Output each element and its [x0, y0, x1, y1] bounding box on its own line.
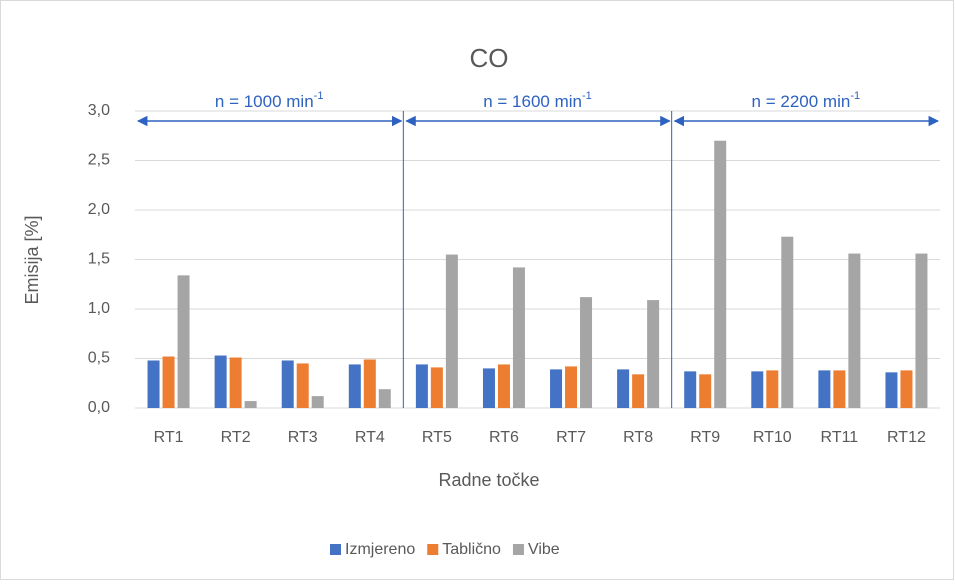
x-tick-label: RT4 [355, 429, 385, 446]
bar [296, 363, 309, 408]
legend-swatch [512, 544, 524, 555]
y-tick-label: 2,5 [88, 152, 110, 169]
range-label: n = 2200 min-1 [752, 90, 861, 112]
bar [348, 364, 361, 408]
bar [445, 254, 458, 408]
bar [781, 236, 794, 408]
bar [565, 366, 578, 408]
chart-title: CO [470, 43, 509, 73]
x-tick-label: RT12 [887, 429, 926, 446]
y-tick-label: 3,0 [88, 102, 110, 119]
bar [497, 364, 510, 408]
bar [714, 140, 727, 408]
y-axis-label: Emisija [%] [22, 215, 42, 304]
bar [632, 374, 645, 408]
bar [848, 253, 861, 408]
bar [378, 389, 391, 408]
bar [177, 275, 190, 408]
y-tick-label: 0,0 [88, 399, 110, 416]
bar [430, 367, 443, 408]
range-label: n = 1600 min-1 [483, 90, 592, 112]
bar [751, 371, 764, 408]
bar [363, 359, 376, 408]
y-tick-label: 0,5 [88, 350, 110, 367]
range-label-sup: -1 [582, 90, 592, 102]
x-axis-label: Radne točke [438, 470, 539, 490]
bar [550, 369, 563, 408]
bar [162, 356, 175, 408]
x-tick-label: RT11 [821, 429, 859, 446]
x-tick-label: RT2 [221, 429, 251, 446]
bar [580, 297, 593, 408]
bar [147, 360, 160, 408]
bar [900, 370, 913, 408]
bar [766, 370, 779, 408]
bar [617, 369, 630, 408]
y-tick-label: 1,0 [88, 300, 110, 317]
x-tick-label: RT1 [154, 429, 184, 446]
bar [311, 396, 324, 408]
legend-label: Vibe [528, 541, 560, 558]
x-tick-label: RT3 [288, 429, 318, 446]
bar [415, 364, 428, 408]
bar [512, 267, 525, 408]
bar [818, 370, 831, 408]
range-label-text: n = 2200 min [752, 92, 851, 111]
range-label-sup: -1 [314, 90, 324, 102]
bar [684, 371, 697, 408]
range-label-sup: -1 [850, 90, 860, 102]
bar [482, 368, 495, 408]
x-tick-label: RT7 [556, 429, 586, 446]
range-label-text: n = 1600 min [483, 92, 582, 111]
bar [229, 357, 242, 408]
bar [647, 300, 660, 408]
bar [699, 374, 712, 408]
bar [885, 372, 898, 408]
bar [214, 355, 227, 408]
range-label: n = 1000 min-1 [215, 90, 324, 112]
range-label-text: n = 1000 min [215, 92, 314, 111]
legend-label: Tablično [442, 541, 501, 558]
legend-swatch [330, 544, 341, 555]
y-tick-label: 1,5 [88, 251, 110, 268]
x-tick-label: RT8 [623, 429, 653, 446]
legend-swatch [427, 544, 439, 555]
y-tick-label: 2,0 [88, 201, 110, 218]
bar [915, 253, 928, 408]
legend-label: Izmjereno [345, 541, 415, 558]
bar [244, 401, 257, 408]
bar [281, 360, 294, 408]
x-tick-label: RT5 [422, 429, 452, 446]
x-tick-label: RT10 [753, 429, 792, 446]
bar [833, 370, 846, 408]
x-tick-label: RT6 [489, 429, 519, 446]
x-tick-label: RT9 [690, 429, 720, 446]
